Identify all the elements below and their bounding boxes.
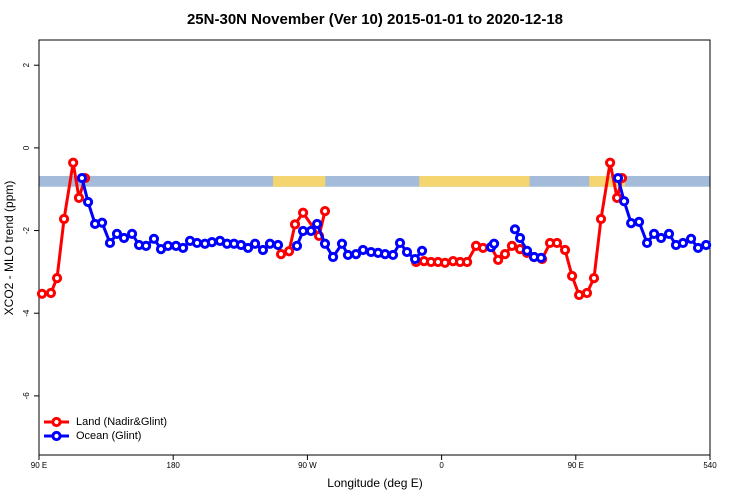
point bbox=[493, 254, 504, 266]
point bbox=[297, 225, 309, 237]
point bbox=[148, 233, 160, 244]
x-tick-label: 90 E bbox=[568, 461, 584, 470]
point bbox=[73, 192, 85, 203]
legend-marker bbox=[51, 416, 62, 428]
point bbox=[289, 219, 301, 230]
point bbox=[104, 237, 116, 249]
land-segment bbox=[419, 175, 530, 187]
point bbox=[581, 287, 593, 299]
point bbox=[409, 253, 421, 265]
point bbox=[387, 249, 399, 261]
point bbox=[297, 207, 309, 218]
y-tick-label: -2 bbox=[22, 226, 31, 234]
point bbox=[701, 239, 712, 251]
point bbox=[206, 237, 218, 248]
point bbox=[633, 216, 645, 227]
point bbox=[439, 257, 451, 268]
point bbox=[58, 213, 70, 225]
legend-marker bbox=[51, 430, 62, 442]
point bbox=[477, 242, 489, 254]
point bbox=[416, 245, 428, 256]
point bbox=[311, 218, 323, 230]
point bbox=[612, 172, 624, 184]
point bbox=[394, 237, 406, 249]
point bbox=[118, 232, 130, 244]
point bbox=[111, 228, 123, 239]
point bbox=[319, 238, 331, 249]
point bbox=[283, 246, 295, 257]
point bbox=[401, 246, 413, 258]
point bbox=[692, 242, 704, 254]
point bbox=[506, 240, 518, 251]
point bbox=[641, 237, 653, 249]
point bbox=[162, 240, 174, 251]
point bbox=[663, 228, 675, 239]
point bbox=[257, 244, 269, 256]
point bbox=[595, 213, 607, 225]
point bbox=[535, 252, 547, 263]
y-tick-label: -6 bbox=[22, 392, 31, 400]
point bbox=[275, 249, 287, 260]
point bbox=[604, 157, 616, 168]
x-tick-label: 540 bbox=[703, 461, 717, 470]
x-tick-label: 0 bbox=[439, 461, 444, 470]
point bbox=[499, 249, 511, 260]
point bbox=[551, 237, 563, 249]
y-tick-label: 2 bbox=[22, 62, 31, 67]
point bbox=[76, 172, 88, 184]
land-segment bbox=[273, 175, 326, 187]
chart-title: 25N-30N November (Ver 10) 2015-01-01 to … bbox=[187, 11, 563, 28]
point bbox=[350, 249, 362, 260]
point bbox=[68, 157, 79, 168]
point bbox=[677, 237, 689, 249]
point bbox=[45, 287, 57, 299]
point bbox=[126, 228, 138, 239]
point bbox=[191, 237, 203, 249]
point bbox=[461, 256, 473, 268]
point bbox=[514, 232, 526, 244]
point bbox=[272, 239, 284, 251]
point bbox=[82, 196, 94, 208]
point bbox=[588, 272, 600, 284]
ocean-band bbox=[39, 175, 710, 187]
legend-label: Ocean (Glint) bbox=[76, 430, 141, 442]
point bbox=[327, 251, 339, 263]
point bbox=[626, 218, 637, 229]
point bbox=[96, 217, 108, 228]
x-tick-label: 90 E bbox=[31, 461, 47, 470]
point bbox=[357, 244, 369, 256]
point bbox=[305, 225, 317, 237]
y-axis-label: XCO2 - MLO trend (ppm) bbox=[2, 181, 16, 316]
point bbox=[379, 249, 391, 260]
point bbox=[521, 245, 533, 256]
x-tick-label: 90 W bbox=[298, 461, 317, 470]
point bbox=[36, 288, 48, 299]
point bbox=[319, 206, 331, 217]
legend-label: Land (Nadir&Glint) bbox=[76, 416, 167, 428]
point bbox=[51, 272, 63, 284]
point bbox=[336, 238, 348, 249]
point bbox=[342, 249, 354, 261]
point bbox=[559, 244, 571, 256]
point bbox=[655, 232, 667, 244]
point bbox=[619, 196, 630, 207]
point bbox=[291, 240, 303, 251]
point bbox=[573, 289, 585, 301]
point bbox=[249, 238, 261, 249]
point bbox=[566, 270, 578, 282]
y-tick-label: 0 bbox=[22, 145, 31, 150]
x-axis-label: Longitude (deg E) bbox=[327, 476, 422, 490]
point bbox=[648, 228, 660, 239]
point bbox=[242, 242, 254, 254]
x-tick-label: 180 bbox=[167, 461, 181, 470]
point bbox=[488, 238, 500, 249]
point bbox=[264, 238, 276, 249]
point bbox=[140, 240, 152, 251]
point bbox=[177, 242, 189, 254]
point bbox=[509, 224, 521, 235]
y-tick-label: -4 bbox=[22, 309, 31, 317]
point bbox=[685, 233, 697, 244]
